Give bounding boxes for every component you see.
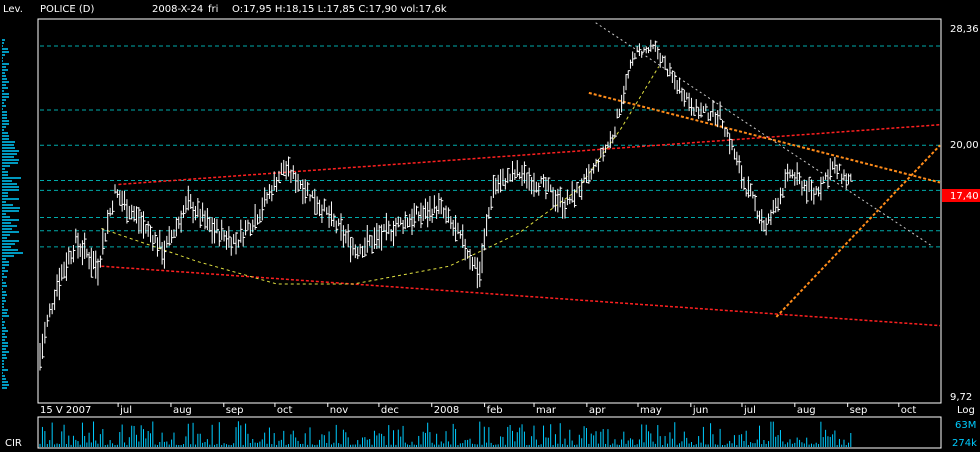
volume-max-label: 63M [955,420,976,431]
time-axis-tick-label: sep [850,405,868,416]
time-axis-tick-label: 2008 [434,405,459,416]
volume-min-label: 274k [952,438,977,449]
scale-label: Log [957,405,975,416]
time-axis-tick-label: jul [743,405,756,416]
time-axis-tick-label: apr [589,405,606,416]
header-weekday: fri [208,4,218,15]
time-axis-tick-label: jun [692,405,708,416]
price-mid-label: 20,00 [950,140,979,151]
volume-indicator-label: CIR [5,438,22,449]
volume-distribution [2,39,23,389]
horizontal-levels [40,45,940,248]
header-date: 2008-X-24 [152,4,203,15]
volume-frame [37,416,942,449]
time-axis-tick-label: oct [277,405,293,416]
time-axis-tick-label: nov [330,405,348,416]
support-trendline [101,265,941,327]
symbol-title: POLICE (D) [40,4,95,15]
uptrend-line [775,144,941,318]
price-bottom-label: 9,72 [950,392,972,403]
time-axis-tick-label: aug [797,405,816,416]
time-axis-tick-label: feb [487,405,503,416]
time-axis-tick-label: 15 V 2007 [40,405,91,416]
header-ohlc: O:17,95 H:18,15 L:17,85 C:17,90 vol:17,6… [232,4,447,15]
current-price-label: 17,40 [950,191,979,202]
volume-bars [39,421,852,447]
time-axis-ticks: 15 V 2007 jul aug sep oct nov dec 2008 feb mar apr… [40,403,916,416]
current-price-box [942,189,980,202]
levels-label: Lev. [3,4,23,15]
downtrend-line [588,91,941,184]
time-axis-tick-label: jul [119,405,132,416]
time-axis-tick-label: oct [901,405,917,416]
trend-lines [101,22,941,327]
time-axis-tick-label: dec [381,405,399,416]
resistance-trendline [118,123,941,186]
channel-line [595,22,934,248]
time-axis-tick-label: may [640,405,662,416]
time-axis-tick-label: sep [226,405,244,416]
rounding-bottom-arc [101,66,660,285]
price-bars [39,39,853,371]
plot-frame [37,18,942,404]
price-top-label: 28,36 [950,24,979,35]
time-axis-tick-label: mar [536,405,557,416]
time-axis-tick-label: aug [173,405,192,416]
